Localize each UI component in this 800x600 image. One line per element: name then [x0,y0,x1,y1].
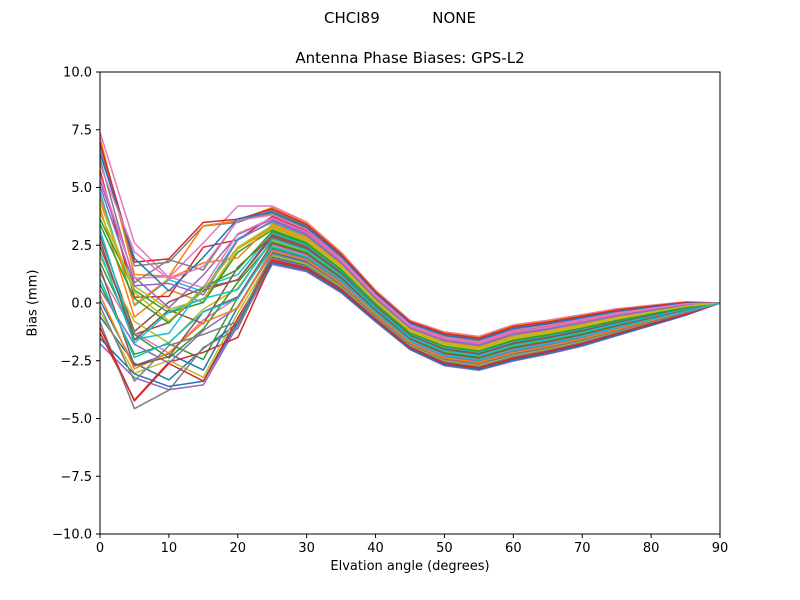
series-line-s33 [99,223,721,352]
y-tick-label: 7.5 [71,123,92,138]
x-tick-label: 40 [367,541,384,556]
x-tick-label: 90 [712,541,729,556]
y-axis-label: Bias (mm) [25,269,41,337]
x-tick-label: 30 [298,541,315,556]
y-tick-label: −2.5 [60,354,92,369]
y-tick-label: 5.0 [71,181,92,196]
series-line-s26 [99,235,721,355]
y-tick-label: 2.5 [71,239,92,254]
y-tick-label: −5.0 [60,412,92,427]
y-tick-label: −7.5 [60,470,92,485]
x-tick-label: 10 [161,541,178,556]
x-tick-label: 50 [436,541,453,556]
series-line-s31 [99,153,721,341]
series-line-s40 [99,245,721,361]
x-tick-label: 70 [574,541,591,556]
series-line-s37 [99,164,721,343]
x-tick-label: 80 [643,541,660,556]
series-line-s34 [99,259,721,402]
x-tick-label: 0 [96,541,104,556]
y-tick-label: 10.0 [63,66,92,81]
series-line-s32 [99,250,721,370]
series-line-s35 [99,186,721,346]
series-line-s38 [99,253,721,382]
figure-suptitle: CHCI89 NONE [324,9,476,27]
axes-title: Antenna Phase Biases: GPS-L2 [295,49,525,67]
series-line-s30 [99,238,721,357]
series-line-s39 [99,202,721,349]
x-tick-label: 60 [505,541,522,556]
x-axis-label: Elvation angle (degrees) [330,559,490,574]
y-tick-label: 0.0 [71,297,92,312]
x-tick-label: 20 [230,541,247,556]
y-tick-label: −10.0 [52,528,92,543]
series-line-s24 [99,142,721,339]
